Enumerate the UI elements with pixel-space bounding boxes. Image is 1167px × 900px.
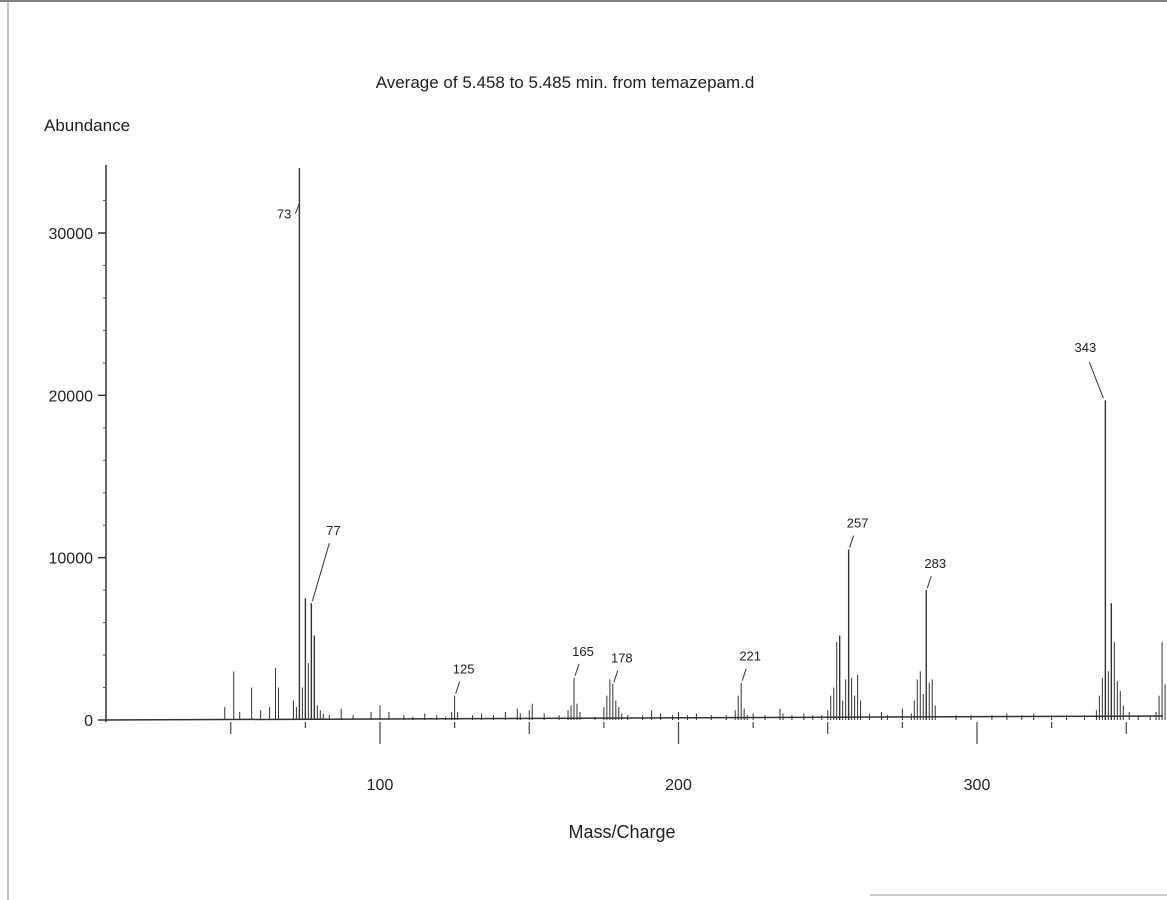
x-tick-label: 100 bbox=[367, 777, 394, 794]
peak-label-leader bbox=[311, 542, 330, 602]
y-tick-label: 0 bbox=[84, 713, 93, 730]
peak-label-leader bbox=[741, 668, 747, 681]
y-ticks: 0 10000 20000 30000 bbox=[49, 200, 106, 730]
y-tick-label: 30000 bbox=[49, 226, 94, 243]
x-axis-line bbox=[105, 715, 1164, 721]
peak-label-leader bbox=[455, 681, 461, 694]
peak-label: 165 bbox=[572, 644, 594, 659]
peak-label-leader bbox=[294, 203, 300, 214]
peak-label: 343 bbox=[1075, 340, 1097, 355]
x-tick-label: 200 bbox=[665, 777, 692, 794]
x-tick-label: 300 bbox=[964, 777, 991, 794]
x-axis-label: Mass/Charge bbox=[568, 822, 675, 842]
peak-labels: 7377125165178221257283343372 bbox=[277, 203, 1104, 694]
peak-label: 73 bbox=[277, 206, 291, 221]
spectrum-peaks bbox=[224, 168, 1166, 720]
peak-label: 283 bbox=[924, 556, 946, 571]
peak-label: 77 bbox=[326, 523, 340, 538]
peak-label: 178 bbox=[611, 650, 633, 665]
peak-label-leader bbox=[1088, 362, 1104, 399]
peak-label-leader bbox=[849, 535, 855, 548]
chart-title: Average of 5.458 to 5.485 min. from tema… bbox=[376, 73, 755, 92]
x-ticks: 100 200 300 bbox=[230, 722, 1127, 794]
y-axis-label: Abundance bbox=[44, 116, 130, 135]
y-tick-label: 20000 bbox=[49, 388, 94, 405]
peak-label: 257 bbox=[847, 516, 869, 531]
peak-label: 125 bbox=[453, 662, 475, 677]
peak-label-leader bbox=[613, 670, 619, 683]
y-tick-label: 10000 bbox=[49, 551, 94, 568]
peak-label: 221 bbox=[739, 649, 761, 664]
peak-label-leader bbox=[926, 575, 932, 589]
peak-label-leader bbox=[574, 663, 580, 676]
